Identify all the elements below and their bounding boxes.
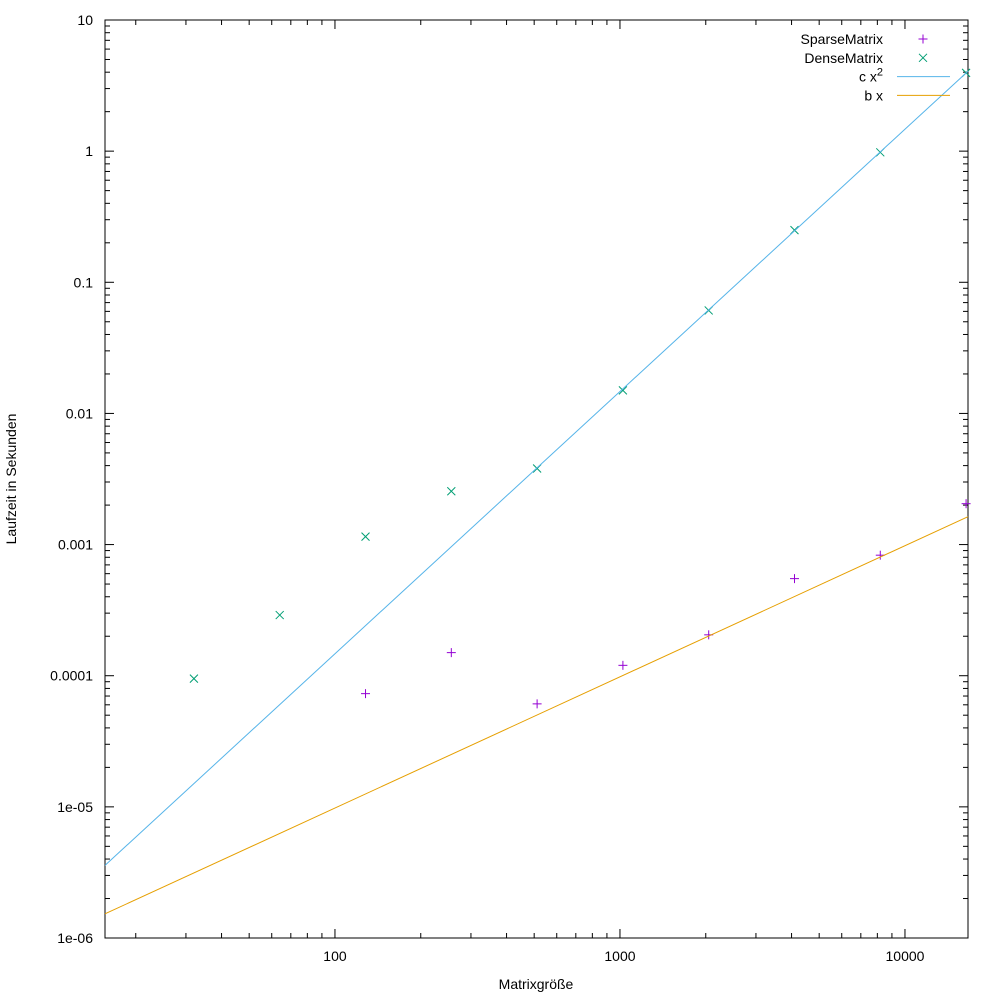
y-tick-label: 0.001 bbox=[58, 537, 93, 553]
plot-border bbox=[104, 19, 969, 939]
data-point-densematrix bbox=[189, 674, 199, 683]
fit-line-c-x-2 bbox=[104, 70, 969, 866]
y-tick-label: 0.1 bbox=[74, 274, 94, 290]
legend-label-c-x-2: c x2 bbox=[859, 67, 883, 85]
data-point-densematrix bbox=[446, 486, 456, 496]
y-tick-label: 0.0001 bbox=[50, 668, 93, 684]
y-tick-label: 1e-06 bbox=[57, 930, 93, 946]
y-tick-label: 1e-05 bbox=[57, 799, 93, 815]
x-tick-label: 10000 bbox=[886, 948, 925, 964]
legend-label-densematrix: DenseMatrix bbox=[804, 50, 883, 66]
fit-line-b-x bbox=[104, 516, 969, 915]
x-tick-label: 1000 bbox=[604, 948, 635, 964]
legend-label-sparsematrix: SparseMatrix bbox=[801, 31, 883, 47]
legend-label-b-x: b x bbox=[864, 87, 883, 103]
data-point-densematrix bbox=[275, 610, 285, 620]
legend-sample-marker bbox=[918, 53, 928, 63]
y-tick-label: 10 bbox=[77, 12, 93, 28]
x-tick-label: 100 bbox=[323, 948, 347, 964]
x-axis-title: Matrixgröße bbox=[499, 976, 574, 992]
data-point-densematrix bbox=[618, 385, 628, 395]
y-tick-label: 1 bbox=[85, 143, 93, 159]
y-tick-label: 0.01 bbox=[66, 405, 93, 421]
data-point-densematrix bbox=[361, 532, 370, 541]
y-axis-title: Laufzeit in Sekunden bbox=[3, 414, 19, 545]
